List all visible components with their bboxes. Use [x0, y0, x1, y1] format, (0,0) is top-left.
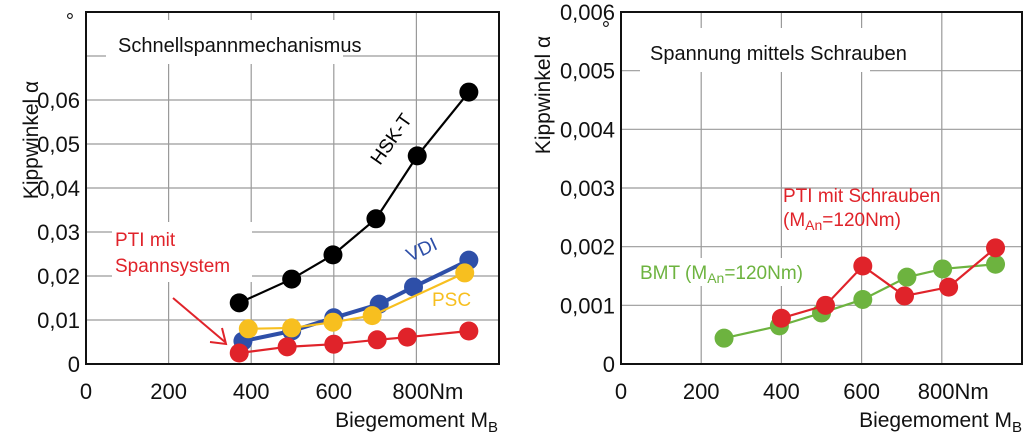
title-background [640, 28, 870, 72]
x-tick-label: 200 [150, 379, 187, 404]
annotation-part: BMT (M [640, 263, 707, 284]
data-point [397, 327, 417, 347]
annotation-pti-line2: Spannsystem [115, 256, 230, 277]
data-point [933, 259, 953, 279]
y-tick-label: 0 [603, 352, 615, 377]
chart-1: Schnellspannmechanismus 0 0,01 0,02 0,03 0,04… [20, 10, 500, 436]
y-axis-unit: ° [602, 18, 610, 41]
data-point [238, 319, 258, 339]
data-point [939, 277, 959, 297]
y-tick-label: 0,04 [37, 176, 80, 201]
data-point [459, 321, 479, 341]
y-tick-label: 0,001 [560, 293, 615, 318]
data-point [404, 277, 424, 297]
data-point [897, 267, 917, 287]
y-tick-label: 0 [68, 352, 80, 377]
annotation-subscript: An [805, 217, 822, 233]
chart-2: Spannung mittels Schrauben 0 0,001 0,002 0,0… [532, 0, 1023, 436]
x-axis-label: Biegemoment MB [335, 409, 498, 436]
annotation-background [112, 222, 252, 282]
data-point [282, 269, 302, 289]
y-tick-label: 0,05 [37, 132, 80, 157]
y-tick-label: 0,002 [560, 235, 615, 260]
title-background [106, 20, 343, 64]
data-point [229, 343, 249, 363]
y-tick-label: 0,02 [37, 264, 80, 289]
x-tick-label: 800Nm [392, 379, 463, 404]
data-point [323, 245, 343, 265]
data-point [771, 308, 791, 328]
x-tick-label: 400 [763, 379, 800, 404]
x-tick-label: 800Nm [918, 379, 989, 404]
annotation-part: (M [783, 210, 805, 231]
series-hsk-t [229, 82, 479, 313]
data-point [455, 263, 475, 283]
series-pti-mit-schrauben-man-120nm- [771, 238, 1006, 328]
annotation-bmt: BMT (MAn=120Nm) [640, 263, 803, 286]
series-pti-mit-spannsystem [229, 321, 479, 363]
annotation-part: =120Nm) [724, 263, 803, 284]
y-axis-label: Kippwinkel α [532, 36, 555, 154]
plot-frame [620, 11, 1023, 365]
data-point [367, 330, 387, 350]
annotation-subscript: An [707, 270, 724, 286]
y-axis-unit: ° [66, 10, 74, 33]
data-point [366, 209, 386, 229]
chart-title: Spannung mittels Schrauben [650, 43, 907, 65]
x-axis-label-main: Biegemoment M [335, 409, 488, 432]
x-tick-label: 400 [233, 379, 270, 404]
annotation-psc: PSC [432, 290, 471, 311]
data-point [853, 289, 873, 309]
data-point [324, 334, 344, 354]
y-axis-label: Kippwinkel α [20, 81, 43, 199]
y-tick-label: 0,005 [560, 59, 615, 84]
data-point [229, 293, 249, 313]
data-point [853, 256, 873, 276]
y-tick-label: 0,003 [560, 176, 615, 201]
plot-frame [85, 11, 500, 365]
annotation-arrow [172, 297, 226, 343]
data-point [282, 318, 302, 338]
x-tick-label: 0 [615, 379, 627, 404]
annotation-arrowhead [209, 327, 228, 346]
chart-title: Schnellspannmechanismus [118, 35, 361, 57]
data-point [362, 306, 382, 326]
y-tick-label: 0,006 [560, 0, 615, 25]
annotation-vdi: VDI [403, 234, 441, 266]
data-point [714, 328, 734, 348]
data-point [323, 312, 343, 332]
x-tick-label: 600 [843, 379, 880, 404]
gridlines [86, 12, 499, 364]
data-point [459, 82, 479, 102]
y-tick-label: 0,03 [37, 220, 80, 245]
annotation-pti-line1: PTI mit [115, 230, 176, 251]
data-point [895, 286, 915, 306]
data-point [986, 254, 1006, 274]
y-tick-label: 0,06 [37, 88, 80, 113]
annotation-pti-schrauben-line1: PTI mit Schrauben [783, 186, 940, 207]
x-axis-label-subscript: B [488, 419, 498, 436]
x-axis-label-main: Biegemoment M [859, 409, 1012, 432]
x-tick-label: 600 [315, 379, 352, 404]
annotation-part: =120Nm) [822, 210, 901, 231]
annotation-pti-schrauben-line2: (MAn=120Nm) [783, 210, 901, 233]
data-point [816, 295, 836, 315]
x-axis-label: Biegemoment MB [859, 409, 1022, 436]
data-point [986, 238, 1006, 258]
y-tick-label: 0,004 [560, 117, 615, 142]
series-line [238, 91, 470, 304]
data-point [277, 337, 297, 357]
x-tick-label: 0 [80, 379, 92, 404]
x-tick-label: 200 [683, 379, 720, 404]
annotation-background [637, 258, 827, 286]
data-point [407, 146, 427, 166]
x-axis-label-subscript: B [1012, 419, 1022, 436]
y-tick-label: 0,01 [37, 308, 80, 333]
series-psc [238, 263, 475, 339]
